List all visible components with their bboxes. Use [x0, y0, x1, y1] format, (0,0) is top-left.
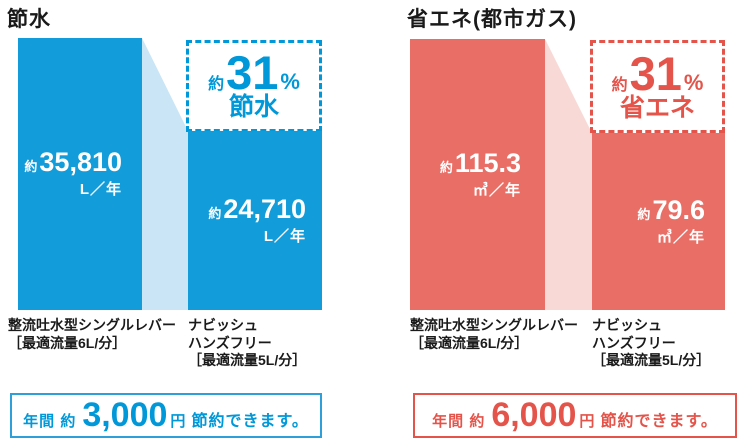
bar-unit: L／年 [263, 227, 306, 245]
label-line: ［最適流量6L/分］ [8, 334, 127, 351]
water-bar-navish: 約 24,710 L／年 [188, 131, 322, 310]
water-label-navish: ナビッシュ ハンズフリー ［最適流量5L/分］ [188, 317, 306, 370]
water-label-standard: 整流吐水型シングルレバー ［最適流量6L/分］ [8, 317, 176, 352]
water-bar-standard: 約 35,810 L／年 [18, 38, 142, 310]
savings-label: 省エネ [619, 93, 695, 122]
approx-prefix: 約 [208, 205, 222, 221]
water-chart-title: 節水 [7, 8, 51, 31]
banner-suffix: 節約できます。 [191, 413, 309, 430]
bar-value: 115.3 [454, 147, 521, 178]
banner-prefix: 年間 約 [432, 413, 486, 430]
gas-bar-standard-value: 約 115.3 [439, 147, 521, 178]
label-line: ［最適流量5L/分］ [188, 352, 307, 368]
gas-bar-standard: 約 115.3 ㎥／年 [410, 39, 545, 310]
label-line: 整流吐水型シングルレバー [8, 317, 176, 333]
gas-savings-banner: 年間 約 6,000 円 節約できます。 [413, 393, 737, 438]
savings-label: 節水 [228, 93, 279, 121]
approx-prefix: 約 [208, 76, 225, 93]
approx-prefix: 約 [439, 159, 453, 175]
label-line: ［最適流量6L/分］ [410, 334, 529, 351]
label-line: 整流吐水型シングルレバー [410, 317, 578, 333]
bar-unit: L／年 [79, 181, 122, 198]
banner-suffix: 節約できます。 [600, 413, 718, 430]
banner-amount: 6,000 [491, 396, 577, 434]
water-savings-badge: 約 31 % 節水 [186, 40, 322, 132]
gas-savings-percent-row: 約 31 % [611, 46, 704, 100]
water-savings-banner-text: 年間 約 3,000 円 節約できます。 [23, 396, 309, 434]
label-line: ［最適流量5L/分］ [592, 352, 711, 368]
bar-value: 79.6 [652, 194, 705, 225]
label-line: ナビッシュ [592, 317, 662, 333]
water-bar-navish-value: 約 24,710 [208, 193, 306, 224]
savings-percent: 31 [629, 46, 682, 100]
approx-prefix: 約 [24, 159, 38, 174]
water-savings-percent-row: 約 31 % [208, 46, 300, 99]
percent-sign: % [280, 69, 300, 94]
label-line: ハンズフリー [592, 334, 676, 351]
gas-bar-navish: 約 79.6 ㎥／年 [592, 133, 725, 310]
water-bar-standard-value: 約 35,810 [24, 149, 122, 176]
gas-label-navish: ナビッシュ ハンズフリー ［最適流量5L/分］ [592, 317, 710, 370]
gas-savings-badge: 約 31 % 省エネ [590, 40, 725, 133]
banner-prefix: 年間 約 [23, 413, 77, 430]
gas-savings-banner-text: 年間 約 6,000 円 節約できます。 [432, 396, 718, 434]
percent-sign: % [683, 69, 704, 95]
bar-value: 24,710 [223, 193, 306, 224]
water-connector-shape [142, 38, 188, 310]
banner-amount: 3,000 [82, 396, 168, 434]
approx-prefix: 約 [637, 206, 651, 222]
bar-value: 35,810 [39, 147, 122, 177]
bar-unit: ㎥／年 [656, 228, 705, 246]
banner-currency: 円 [170, 413, 186, 430]
gas-connector-shape [545, 39, 592, 310]
savings-percent: 31 [226, 46, 279, 99]
label-line: ハンズフリー [188, 334, 272, 351]
water-savings-banner: 年間 約 3,000 円 節約できます。 [10, 393, 322, 438]
gas-label-standard: 整流吐水型シングルレバー ［最適流量6L/分］ [410, 317, 578, 352]
bar-unit: ㎥／年 [472, 181, 521, 199]
gas-chart-title: 省エネ(都市ガス) [407, 8, 577, 31]
gas-bar-navish-value: 約 79.6 [637, 194, 705, 225]
approx-prefix: 約 [611, 76, 628, 94]
banner-currency: 円 [579, 413, 595, 430]
label-line: ナビッシュ [188, 317, 258, 333]
